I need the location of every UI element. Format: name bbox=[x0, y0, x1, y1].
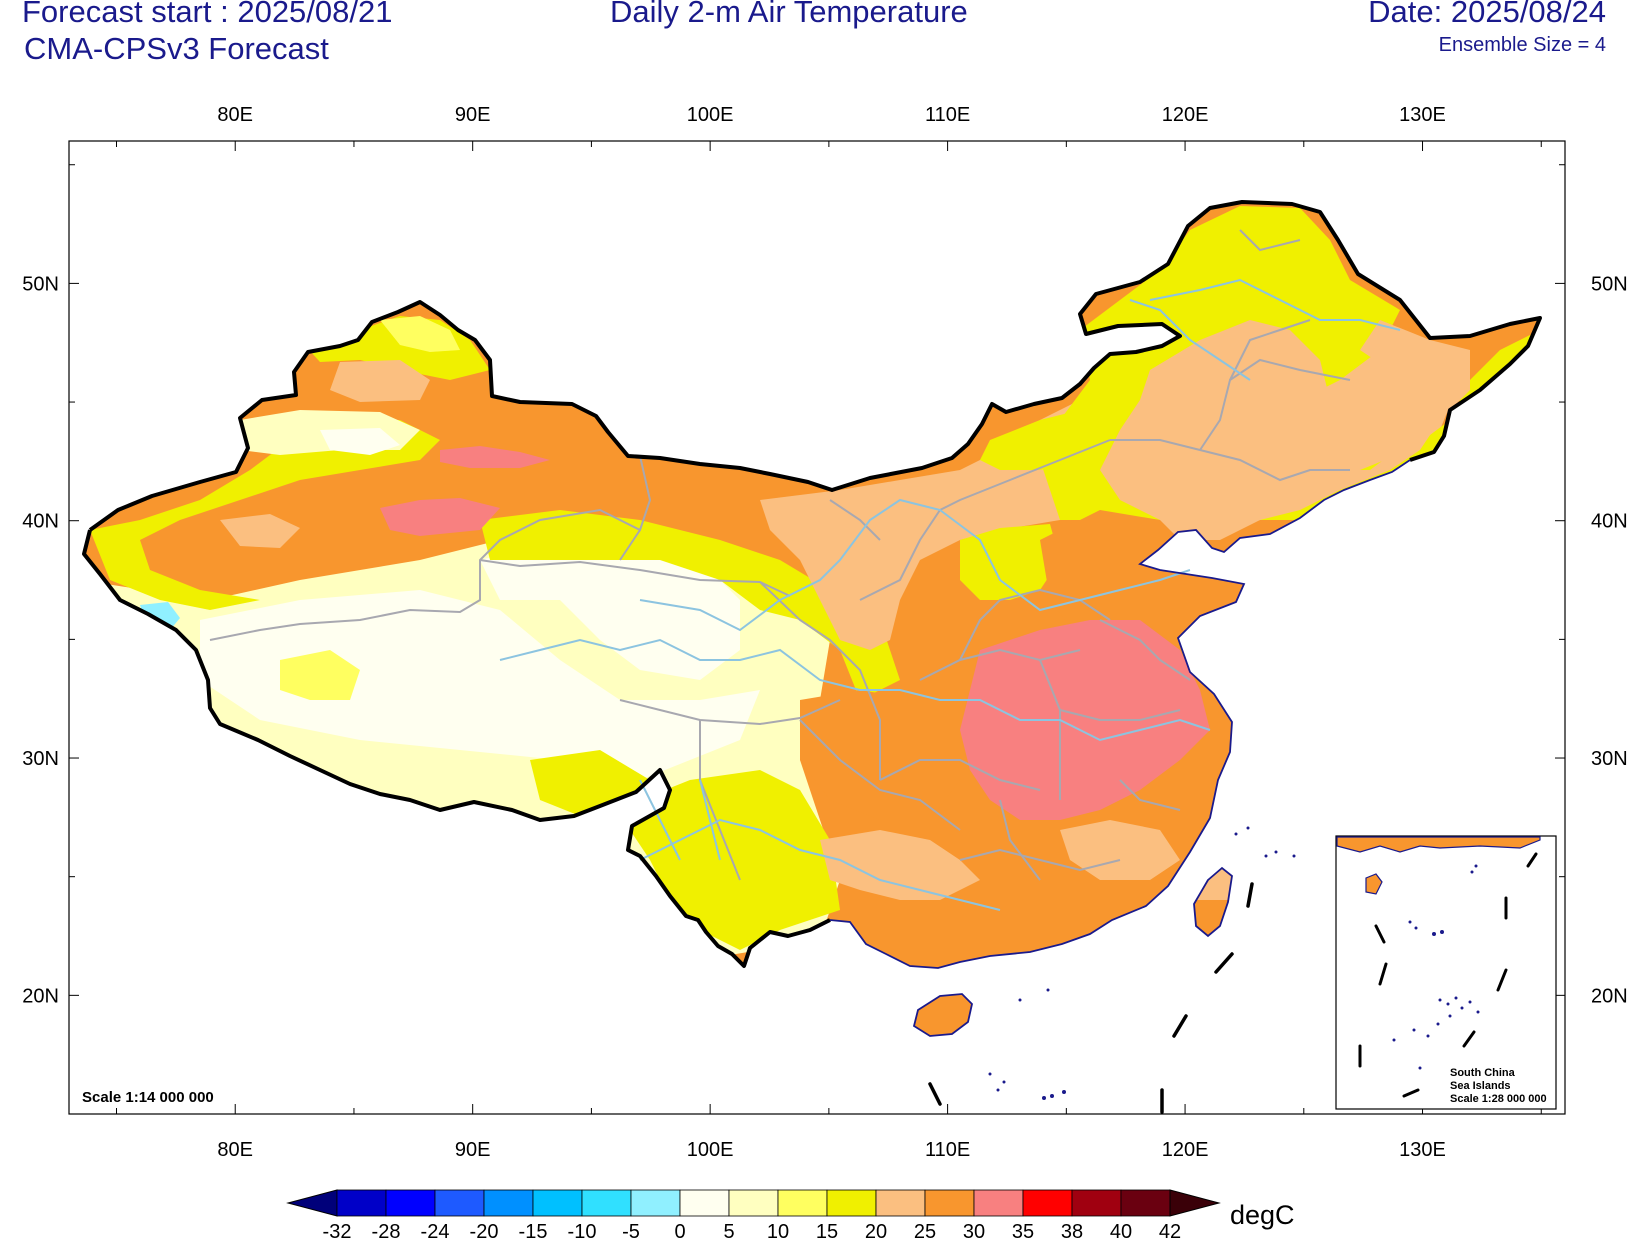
lat-tick-label: 50N bbox=[1591, 273, 1628, 295]
colorbar-box bbox=[483, 1189, 534, 1217]
colorbar-box bbox=[532, 1189, 583, 1217]
colorbar-box bbox=[679, 1189, 730, 1217]
lat-tick-label: 40N bbox=[1591, 511, 1628, 533]
colorbar-label: 35 bbox=[1012, 1221, 1034, 1241]
colorbar-under-triangle bbox=[286, 1189, 338, 1217]
colorbar-box bbox=[875, 1189, 926, 1217]
colorbar-over-triangle bbox=[1169, 1189, 1221, 1217]
province-borders bbox=[209, 229, 1351, 881]
colorbar-box bbox=[826, 1189, 877, 1217]
colorbar-label: -5 bbox=[622, 1221, 640, 1241]
inset-title-line2: Sea Islands bbox=[1450, 1080, 1511, 1092]
forecast-start-label: Forecast start : 2025/08/21 bbox=[22, 0, 393, 29]
lat-tick-label: 20N bbox=[22, 985, 59, 1007]
lon-tick-label: 100E bbox=[687, 104, 734, 126]
national-border-north bbox=[88, 200, 1542, 532]
colorbar-label: 42 bbox=[1159, 1221, 1181, 1241]
colorbar-label: 38 bbox=[1061, 1221, 1083, 1241]
south-china-sea-inset: South China Sea Islands Scale 1:28 000 0… bbox=[1335, 835, 1557, 1110]
valid-date-label: Date: 2025/08/24 bbox=[1368, 0, 1606, 29]
hainan-island bbox=[912, 993, 973, 1037]
taiwan-island bbox=[1193, 866, 1233, 938]
lon-tick-label: 80E bbox=[217, 104, 253, 126]
map-title: Daily 2-m Air Temperature bbox=[610, 0, 968, 29]
national-border-south bbox=[82, 529, 831, 968]
lon-tick-label: 90E bbox=[455, 1139, 491, 1161]
lon-tick-label: 130E bbox=[1399, 1139, 1446, 1161]
lat-tick-label: 50N bbox=[22, 273, 59, 295]
colorbar-box bbox=[1071, 1189, 1122, 1217]
colorbar-label: -24 bbox=[421, 1221, 450, 1241]
colorbar-box bbox=[777, 1189, 828, 1217]
colorbar-box bbox=[1120, 1189, 1171, 1217]
colorbar-box bbox=[630, 1189, 681, 1217]
lon-tick-label: 100E bbox=[687, 1139, 734, 1161]
lon-tick-label: 120E bbox=[1162, 104, 1209, 126]
lon-tick-label: 80E bbox=[217, 1139, 253, 1161]
coastline bbox=[829, 459, 1411, 969]
colorbar-box bbox=[728, 1189, 779, 1217]
colorbar-unit: degC bbox=[1230, 1200, 1295, 1230]
colorbar-label: 40 bbox=[1110, 1221, 1132, 1241]
colorbar-label: 20 bbox=[865, 1221, 887, 1241]
colorbar-box bbox=[434, 1189, 485, 1217]
lat-tick-label: 30N bbox=[22, 748, 59, 770]
model-label: CMA-CPSv3 Forecast bbox=[24, 31, 329, 66]
colorbar-label: -20 bbox=[470, 1221, 499, 1241]
colorbar-label: 15 bbox=[816, 1221, 838, 1241]
ensemble-size-label: Ensemble Size = 4 bbox=[1438, 34, 1606, 56]
colorbar-box bbox=[973, 1189, 1024, 1217]
colorbar-label: -10 bbox=[568, 1221, 597, 1241]
colorbar-label: 5 bbox=[723, 1221, 734, 1241]
colorbar-label: 25 bbox=[914, 1221, 936, 1241]
colorbar-label: 10 bbox=[767, 1221, 789, 1241]
lon-tick-label: 90E bbox=[455, 104, 491, 126]
lat-tick-label: 30N bbox=[1591, 748, 1628, 770]
colorbar-label: 0 bbox=[674, 1221, 685, 1241]
colorbar-box bbox=[336, 1189, 387, 1217]
colorbar-label: -28 bbox=[372, 1221, 401, 1241]
inset-title-line1: South China bbox=[1450, 1067, 1516, 1079]
lat-tick-label: 40N bbox=[22, 511, 59, 533]
colorbar-label: -15 bbox=[519, 1221, 548, 1241]
lon-tick-label: 120E bbox=[1162, 1139, 1209, 1161]
colorbar-label: -32 bbox=[323, 1221, 352, 1241]
colorbar-box bbox=[581, 1189, 632, 1217]
maritime-boundary-dashes bbox=[928, 882, 1254, 1114]
rivers bbox=[499, 278, 1401, 911]
lat-tick-label: 20N bbox=[1591, 985, 1628, 1007]
islands bbox=[988, 826, 1296, 1100]
lon-tick-label: 110E bbox=[925, 104, 970, 126]
colorbar-label: 30 bbox=[963, 1221, 985, 1241]
colorbar-box bbox=[924, 1189, 975, 1217]
inset-scale-note: Scale 1:28 000 000 bbox=[1450, 1093, 1547, 1105]
map-scale-note: Scale 1:14 000 000 bbox=[82, 1089, 214, 1106]
lon-tick-label: 130E bbox=[1399, 104, 1446, 126]
colorbar: -32 -28 -24 -20 -15 -10 -5 0 5 10 15 20 25 30 35 38 40 42 bbox=[286, 1189, 1221, 1241]
colorbar-box bbox=[1022, 1189, 1073, 1217]
lon-tick-label: 110E bbox=[925, 1139, 970, 1161]
colorbar-box bbox=[385, 1189, 436, 1217]
